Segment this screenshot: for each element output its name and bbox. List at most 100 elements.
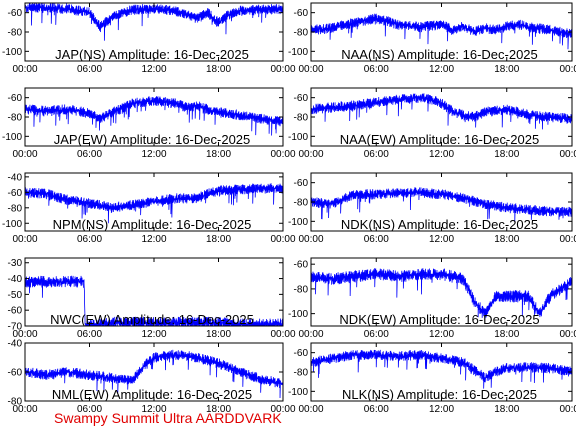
y-tick-label: -80: [294, 113, 309, 124]
series-trace: [311, 13, 572, 50]
y-tick-label: -80: [294, 368, 309, 379]
y-tick-label: -40: [8, 274, 23, 285]
x-tick-label: 06:00: [364, 64, 389, 75]
series-trace: [311, 187, 572, 222]
x-tick-label: 00:00: [559, 234, 576, 245]
x-tick-label: 00:00: [559, 149, 576, 160]
x-tick-label: 18:00: [206, 234, 231, 245]
y-tick-label: -100: [288, 132, 308, 143]
y-tick-label: -60: [294, 93, 309, 104]
chart-panel-1: -100 -80 -60 00:00 06:00 12:00 18:00 00:00 NAA(N…: [288, 2, 576, 75]
y-tick-label: -70: [8, 322, 23, 333]
x-tick-label: 00:00: [298, 329, 323, 340]
y-tick-label: -80: [8, 397, 23, 408]
x-tick-label: 18:00: [206, 64, 231, 75]
chart-panel-2: -100 -80 -60 00:00 06:00 12:00 18:00 00:00 JAP(E…: [2, 87, 296, 160]
x-tick-label: 06:00: [77, 404, 102, 415]
x-tick-label: 00:00: [270, 329, 295, 340]
x-tick-label: 00:00: [270, 64, 295, 75]
x-tick-label: 00:00: [12, 234, 37, 245]
x-tick-label: 18:00: [494, 404, 519, 415]
chart-title: NML(EW) Amplitude: 16-Dec-2025: [52, 387, 252, 402]
y-tick-label: -100: [288, 309, 308, 320]
series-trace: [311, 93, 572, 130]
chart-title: NDK(EW) Amplitude: 16-Dec-2025: [339, 312, 539, 327]
x-tick-label: 00:00: [298, 64, 323, 75]
y-tick-label: -60: [8, 368, 23, 379]
x-tick-label: 12:00: [429, 64, 454, 75]
x-tick-label: 00:00: [298, 234, 323, 245]
chart-panel-3: -100 -80 -60 00:00 06:00 12:00 18:00 00:00 NAA(E…: [288, 87, 576, 160]
x-tick-label: 18:00: [494, 64, 519, 75]
x-tick-label: 18:00: [206, 149, 231, 160]
y-tick-label: -60: [294, 348, 309, 359]
y-tick-label: -60: [8, 93, 23, 104]
x-tick-label: 06:00: [77, 64, 102, 75]
chart-title: NWC(EW) Amplitude: 16-Dec-2025: [50, 312, 254, 327]
y-tick-label: -60: [8, 8, 23, 19]
x-tick-label: 18:00: [494, 329, 519, 340]
x-tick-label: 12:00: [141, 329, 166, 340]
x-tick-label: 00:00: [559, 404, 576, 415]
chart-panel-4: -100 -80 -60 -40 00:00 06:00 12:00 18:00 00:00 NP…: [2, 172, 296, 245]
x-tick-label: 00:00: [12, 64, 37, 75]
x-tick-label: 06:00: [77, 329, 102, 340]
x-tick-label: 00:00: [12, 404, 37, 415]
x-tick-label: 00:00: [270, 234, 295, 245]
y-tick-label: -100: [288, 217, 308, 228]
y-tick-label: -60: [294, 8, 309, 19]
chart-title: NLK(NS) Amplitude: 16-Dec-2025: [342, 387, 537, 402]
y-tick-label: -60: [294, 260, 309, 271]
x-tick-label: 12:00: [141, 234, 166, 245]
x-tick-label: 18:00: [206, 329, 231, 340]
chart-title: JAP(EW) Amplitude: 16-Dec-2025: [54, 132, 251, 147]
y-tick-label: -100: [2, 219, 22, 230]
y-tick-label: -50: [8, 290, 23, 301]
x-tick-label: 06:00: [364, 329, 389, 340]
y-tick-label: -100: [288, 387, 308, 398]
x-tick-label: 06:00: [364, 234, 389, 245]
x-tick-label: 12:00: [429, 329, 454, 340]
x-tick-label: 06:00: [364, 404, 389, 415]
chart-panel-7: -100 -80 -60 00:00 06:00 12:00 18:00 00:00 NDK(E…: [288, 257, 576, 340]
chart-panel-5: -100 -80 -60 00:00 06:00 12:00 18:00 00:00 NDK(N…: [288, 172, 576, 245]
x-tick-label: 12:00: [429, 149, 454, 160]
chart-panel-6: -70 -60 -50 -40 -30 00:00 06:00 12:00 18:00 00:00…: [8, 257, 296, 340]
x-tick-label: 00:00: [12, 149, 37, 160]
x-tick-label: 00:00: [270, 404, 295, 415]
x-tick-label: 12:00: [429, 234, 454, 245]
y-tick-label: -40: [8, 339, 23, 350]
y-tick-label: -30: [8, 258, 23, 269]
y-tick-label: -80: [8, 113, 23, 124]
y-tick-label: -100: [288, 47, 308, 58]
y-tick-label: -60: [8, 188, 23, 199]
chart-title: JAP(NS) Amplitude: 16-Dec-2025: [55, 47, 249, 62]
chart-title: NPM(NS) Amplitude: 16-Dec-2025: [53, 217, 252, 232]
chart-panel-9: -100 -80 -60 00:00 06:00 12:00 18:00 00:00 NLK(N…: [288, 342, 576, 415]
y-tick-label: -80: [8, 28, 23, 39]
x-tick-label: 12:00: [141, 404, 166, 415]
x-tick-label: 12:00: [141, 64, 166, 75]
x-tick-label: 00:00: [270, 149, 295, 160]
y-tick-label: -60: [8, 306, 23, 317]
x-tick-label: 18:00: [206, 404, 231, 415]
x-tick-label: 06:00: [77, 149, 102, 160]
y-tick-label: -80: [294, 28, 309, 39]
x-tick-label: 00:00: [298, 149, 323, 160]
y-tick-label: -40: [8, 172, 23, 183]
y-tick-label: -80: [294, 284, 309, 295]
x-tick-label: 00:00: [559, 64, 576, 75]
x-tick-label: 12:00: [141, 149, 166, 160]
x-tick-label: 06:00: [77, 234, 102, 245]
y-tick-label: -60: [294, 178, 309, 189]
chart-title: NDK(NS) Amplitude: 16-Dec-2025: [341, 217, 538, 232]
y-tick-label: -100: [2, 47, 22, 58]
x-tick-label: 00:00: [12, 329, 37, 340]
x-tick-label: 00:00: [298, 404, 323, 415]
series-trace: [311, 268, 572, 319]
x-tick-label: 06:00: [364, 149, 389, 160]
chart-panel-8: -80 -60 -40 00:00 06:00 12:00 18:00 00:00 NML(EW…: [8, 339, 296, 416]
y-tick-label: -80: [8, 203, 23, 214]
series-trace: [25, 3, 283, 41]
